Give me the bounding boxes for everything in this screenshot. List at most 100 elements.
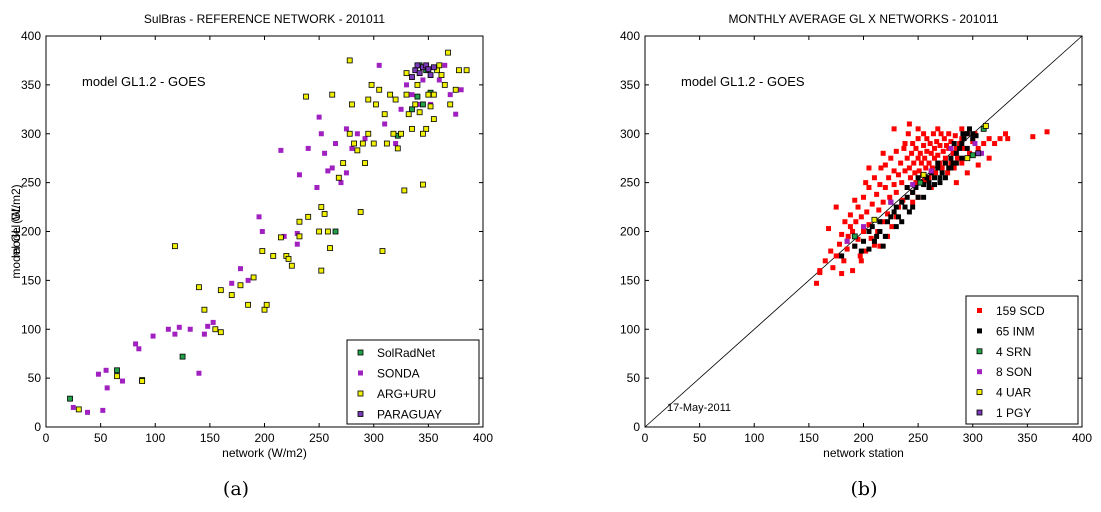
data-point — [909, 150, 915, 156]
series-159-scd — [814, 121, 1050, 286]
data-point — [245, 277, 251, 283]
date-label: 17-May-2011 — [667, 402, 731, 414]
data-point — [891, 168, 897, 174]
data-point — [833, 204, 839, 210]
data-point — [917, 150, 923, 156]
data-point — [398, 106, 404, 112]
x-tick-label: 200 — [853, 431, 873, 445]
legend-label: 4 SRN — [996, 345, 1031, 359]
data-point — [390, 130, 397, 137]
x-tick-label: 0 — [642, 431, 649, 445]
data-point — [959, 155, 965, 161]
legend-marker — [976, 348, 983, 355]
data-point — [911, 160, 917, 166]
data-point — [928, 168, 934, 174]
data-point — [314, 185, 320, 191]
data-point — [75, 406, 82, 413]
y-tick-label: 300 — [620, 127, 640, 141]
data-point — [899, 199, 905, 205]
data-point — [863, 180, 869, 186]
data-point — [354, 131, 360, 137]
data-point — [365, 96, 372, 103]
data-point — [858, 248, 864, 254]
data-point — [250, 274, 257, 281]
data-point — [917, 179, 924, 186]
series-4-srn — [851, 125, 987, 240]
data-point — [893, 148, 899, 154]
data-point — [880, 243, 886, 249]
data-point — [343, 126, 349, 132]
legend-marker — [976, 389, 983, 396]
data-point — [857, 253, 863, 259]
data-point — [414, 62, 421, 69]
data-point — [324, 228, 331, 235]
legend: SolRadNet SONDA ARG+URU PARAGUAY — [346, 339, 480, 425]
data-point — [420, 101, 426, 108]
data-point — [833, 253, 839, 259]
data-point — [877, 219, 883, 225]
data-point — [937, 175, 943, 181]
data-point — [305, 145, 311, 151]
data-point — [104, 385, 110, 391]
data-point — [921, 194, 927, 200]
data-point — [906, 121, 912, 127]
data-point — [245, 301, 252, 308]
data-point — [928, 150, 934, 156]
data-point — [814, 280, 820, 286]
legend: 159 SCD 65 INM 4 SRN 8 SON 4 UAR 1 PGY — [965, 295, 1079, 425]
data-point — [441, 81, 448, 88]
data-point — [296, 218, 303, 225]
data-point — [866, 229, 872, 234]
data-point — [427, 103, 434, 110]
data-point — [945, 170, 951, 176]
chart-b: 0 50 100 150 200 250 300 350 400 0 50 100 150 200 250 3… — [9, 12, 1092, 460]
data-point — [427, 72, 434, 78]
data-point — [904, 155, 910, 161]
legend-label: SONDA — [377, 367, 420, 381]
data-point — [935, 152, 941, 158]
series-sonda — [70, 62, 464, 415]
data-point — [964, 170, 970, 176]
data-point — [926, 185, 932, 191]
data-point — [904, 194, 910, 200]
y-tick-label: 0 — [34, 420, 41, 434]
data-point — [830, 265, 836, 271]
data-point — [370, 140, 377, 147]
data-point — [165, 326, 171, 332]
data-point — [294, 241, 300, 247]
data-point — [906, 165, 912, 171]
data-point — [1044, 129, 1050, 135]
data-point — [357, 209, 364, 215]
data-point — [926, 180, 932, 186]
data-point — [986, 136, 992, 142]
series-paraguay — [409, 62, 437, 80]
data-point — [895, 214, 901, 220]
data-point — [915, 194, 921, 200]
chart-title: SulBras - REFERENCE NETWORK - 201011 — [144, 12, 385, 26]
data-point — [229, 280, 235, 286]
data-point — [950, 150, 956, 156]
x-tick-label: 350 — [1017, 431, 1037, 445]
x-tick-label: 400 — [473, 431, 493, 445]
data-point — [913, 145, 919, 151]
data-point — [217, 287, 224, 294]
caption-a: (a) — [222, 478, 250, 500]
legend-box — [346, 339, 480, 425]
data-point — [822, 258, 828, 264]
data-point — [103, 367, 109, 373]
data-point — [912, 170, 918, 176]
data-point — [409, 74, 415, 80]
data-point — [927, 141, 933, 147]
data-point — [212, 326, 219, 333]
data-point — [952, 133, 958, 139]
data-point — [932, 182, 938, 188]
x-tick-label: 50 — [94, 431, 108, 445]
x-tick-label: 300 — [364, 431, 384, 445]
y-tick-label: 100 — [620, 322, 640, 336]
legend-label: 8 SON — [996, 365, 1032, 379]
data-point — [901, 145, 907, 151]
data-point — [414, 81, 421, 88]
chart-a: 0 50 100 150 200 250 300 350 400 0 50 100 150 200 250 3… — [9, 12, 493, 460]
data-point — [281, 233, 287, 239]
data-point — [259, 248, 266, 254]
